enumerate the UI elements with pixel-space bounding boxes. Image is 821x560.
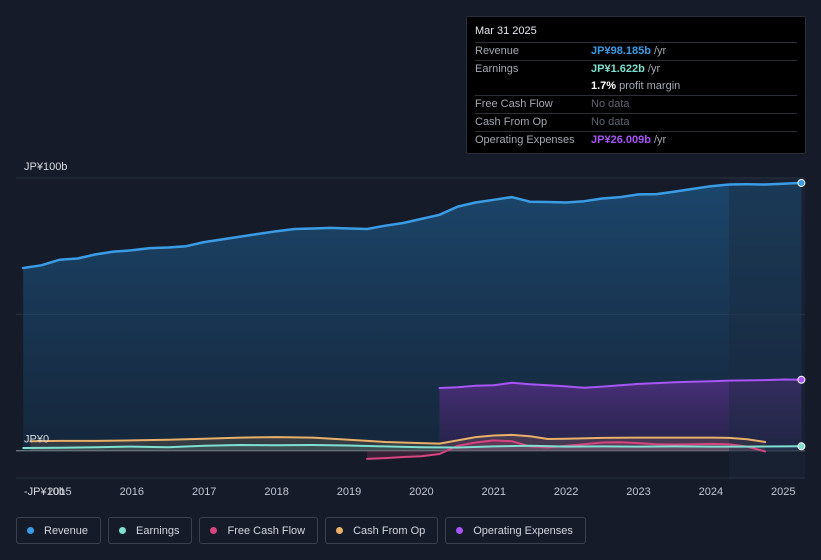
legend-item-free-cash-flow[interactable]: Free Cash Flow: [199, 517, 319, 544]
x-tick-label: 2023: [626, 486, 650, 498]
y-axis-label: JP¥100b: [24, 161, 67, 173]
series-line-cash-from-op: [29, 433, 767, 445]
tooltip-row: Revenue JP¥98.185b /yr: [475, 42, 797, 60]
series-line-operating-expenses: [438, 378, 803, 389]
x-tick-label: 2017: [192, 486, 216, 498]
tooltip-row-label: Revenue: [475, 45, 520, 57]
x-tick-label: 2015: [47, 486, 71, 498]
series-line-revenue: [21, 181, 803, 270]
tooltip-date: Mar 31 2025: [475, 25, 537, 37]
tooltip-row: Earnings JP¥1.622b /yr: [475, 60, 797, 78]
tooltip-row-label: Earnings: [475, 63, 519, 75]
tooltip-row-label: Operating Expenses: [475, 134, 575, 146]
legend-dot-icon: [210, 527, 218, 534]
series-end-marker-revenue: [797, 178, 806, 187]
series-end-marker-operating-expenses: [797, 375, 806, 384]
tooltip-row-label: Cash From Op: [475, 116, 548, 128]
series-end-marker-earnings: [797, 442, 806, 451]
x-tick-label: 2021: [482, 486, 506, 498]
legend-label: Free Cash Flow: [227, 524, 306, 537]
tooltip-row-value: No data: [591, 116, 630, 128]
tooltip-row-value: JP¥1.622b /yr: [591, 63, 661, 75]
x-tick-label: 2025: [771, 486, 795, 498]
tooltip-row-value: 1.7% profit margin: [591, 80, 681, 92]
legend: Revenue Earnings Free Cash Flow Cash From O…: [16, 517, 586, 544]
legend-dot-icon: [27, 527, 34, 534]
x-tick-label: 2018: [264, 486, 288, 498]
tooltip-row-value: JP¥26.009b /yr: [591, 134, 667, 146]
legend-item-operating-expenses[interactable]: Operating Expenses: [445, 517, 586, 544]
x-tick-label: 2020: [409, 486, 433, 498]
x-tick-label: 2016: [120, 486, 144, 498]
legend-label: Cash From Op: [353, 524, 426, 537]
legend-label: Revenue: [44, 524, 89, 537]
legend-item-revenue[interactable]: Revenue: [16, 517, 102, 544]
y-axis-label: -JP¥10b: [24, 486, 65, 498]
legend-item-earnings[interactable]: Earnings: [108, 517, 193, 544]
x-tick-label: 2024: [699, 486, 723, 498]
tooltip-row: Free Cash Flow No data: [475, 95, 797, 113]
x-tick-label: 2022: [554, 486, 578, 498]
legend-label: Operating Expenses: [473, 524, 573, 537]
tooltip-row: 1.7% profit margin: [475, 78, 797, 95]
tooltip-row-label: Free Cash Flow: [475, 98, 553, 110]
x-tick-label: 2019: [337, 486, 361, 498]
legend-label: Earnings: [136, 524, 180, 537]
forecast-region: [728, 178, 805, 478]
tooltip-row: Cash From Op No data: [475, 113, 797, 131]
legend-dot-icon: [336, 527, 344, 534]
tooltip: Mar 31 2025 Revenue JP¥98.185b /yr Earning…: [466, 16, 806, 154]
y-axis-label: JP¥0: [24, 434, 49, 446]
legend-dot-icon: [456, 527, 464, 534]
series-area-revenue: [23, 182, 802, 451]
tooltip-row-label: [475, 78, 591, 95]
series-line-earnings: [22, 444, 803, 449]
tooltip-row: Operating Expenses JP¥26.009b /yr: [475, 131, 797, 149]
legend-dot-icon: [119, 527, 127, 534]
series-area-operating-expenses: [439, 379, 802, 451]
tooltip-row-value: No data: [591, 98, 630, 110]
tooltip-row-value: JP¥98.185b /yr: [591, 45, 667, 57]
legend-item-cash-from-op[interactable]: Cash From Op: [325, 517, 439, 544]
